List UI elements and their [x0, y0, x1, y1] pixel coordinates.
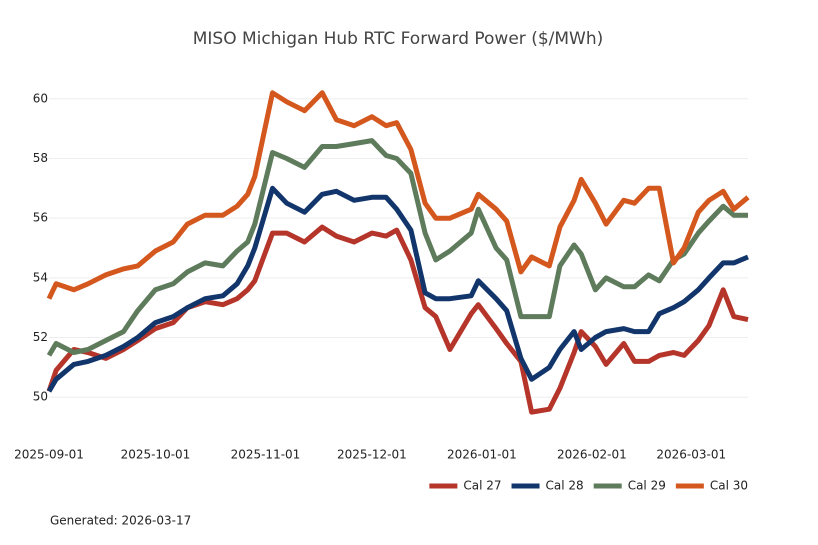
y-tick-label: 50: [33, 390, 48, 404]
footer: Generated: 2026-03-17: [50, 514, 191, 528]
chart-title: MISO Michigan Hub RTC Forward Power ($/M…: [193, 29, 604, 49]
y-tick-label: 54: [33, 270, 48, 284]
y-tick-label: 60: [33, 91, 48, 105]
x-tick-label: 2025-12-01: [337, 448, 407, 462]
series-line: [46, 138, 748, 357]
x-tick-label: 2026-01-01: [447, 448, 517, 462]
x-tick-label: 2025-10-01: [121, 448, 191, 462]
legend-label: Cal 29: [628, 479, 666, 493]
x-tick-label: 2025-09-01: [14, 448, 84, 462]
x-tick-label: 2026-02-01: [557, 448, 627, 462]
series-line: [46, 185, 749, 393]
legend: Cal 27 Cal 28 Cal 29 Cal 30: [429, 479, 748, 493]
y-tick-label: 58: [33, 151, 48, 165]
legend-label: Cal 28: [546, 479, 584, 493]
y-tick-label: 52: [33, 330, 48, 344]
y-tick-label: 56: [33, 211, 48, 225]
legend-label: Cal 27: [463, 479, 501, 493]
legend-label: Cal 30: [710, 479, 748, 493]
series-line: [46, 224, 749, 415]
x-tick-label: 2026-03-01: [656, 448, 726, 462]
x-tick-label: 2025-11-01: [231, 448, 301, 462]
series-line: [46, 90, 750, 300]
